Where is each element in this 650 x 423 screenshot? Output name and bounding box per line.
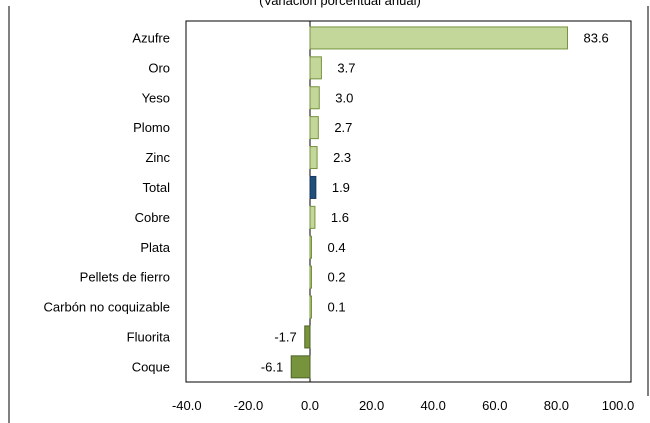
bar <box>309 116 319 140</box>
category-label: Yeso <box>142 90 170 105</box>
bar <box>309 175 317 199</box>
value-label: -1.7 <box>274 329 296 344</box>
category-label: Fluorita <box>127 329 171 344</box>
plot-area-border <box>185 20 632 383</box>
bar <box>309 295 312 319</box>
x-tick-label: 100.0 <box>602 398 635 413</box>
x-tick-label: 0.0 <box>301 398 319 413</box>
category-label: Zinc <box>145 150 170 165</box>
x-tick-label: -40.0 <box>172 398 202 413</box>
bar <box>304 325 311 349</box>
category-label: Coque <box>132 359 170 374</box>
bar <box>309 265 312 289</box>
value-label: 1.9 <box>332 180 350 195</box>
bar <box>290 355 311 379</box>
value-label: 0.4 <box>328 240 346 255</box>
category-label: Carbón no coquizable <box>44 300 170 315</box>
value-label: 0.1 <box>328 300 346 315</box>
category-label: Pellets de fierro <box>80 270 170 285</box>
bars <box>290 26 568 379</box>
value-label: 3.0 <box>335 90 353 105</box>
x-tick-label: -20.0 <box>234 398 264 413</box>
bar <box>309 56 322 80</box>
bar <box>309 235 312 259</box>
x-tick-label: 20.0 <box>359 398 384 413</box>
x-axis-ticks: -40.0 -20.0 0.0 20.0 40.0 60.0 80.0 100.0 <box>172 398 634 413</box>
bar <box>309 86 320 110</box>
value-label: 2.7 <box>334 120 352 135</box>
category-label: Oro <box>148 60 170 75</box>
value-label: -6.1 <box>261 359 283 374</box>
value-labels: 83.6 3.7 3.0 2.7 2.3 1.9 1.6 0.4 0.2 0.1 -1.7 -6.1 <box>261 30 609 374</box>
bar <box>309 146 318 170</box>
x-tick-label: 60.0 <box>482 398 507 413</box>
chart-title: (Variación porcentual anual) <box>259 0 421 8</box>
category-label: Cobre <box>135 210 170 225</box>
category-label: Total <box>143 180 171 195</box>
category-label: Plomo <box>133 120 170 135</box>
value-label: 1.6 <box>331 210 349 225</box>
category-label: Plata <box>140 240 170 255</box>
chart-frame <box>8 6 649 423</box>
value-label: 3.7 <box>337 60 355 75</box>
category-label: Azufre <box>132 30 170 45</box>
x-tick-label: 80.0 <box>544 398 569 413</box>
bar <box>309 205 316 229</box>
bar <box>309 26 568 50</box>
value-label: 83.6 <box>583 30 608 45</box>
x-tick-label: 40.0 <box>421 398 446 413</box>
value-label: 2.3 <box>333 150 351 165</box>
value-label: 0.2 <box>328 270 346 285</box>
category-labels: Azufre Oro Yeso Plomo Zinc Total Cobre Plata Pel… <box>44 30 171 374</box>
